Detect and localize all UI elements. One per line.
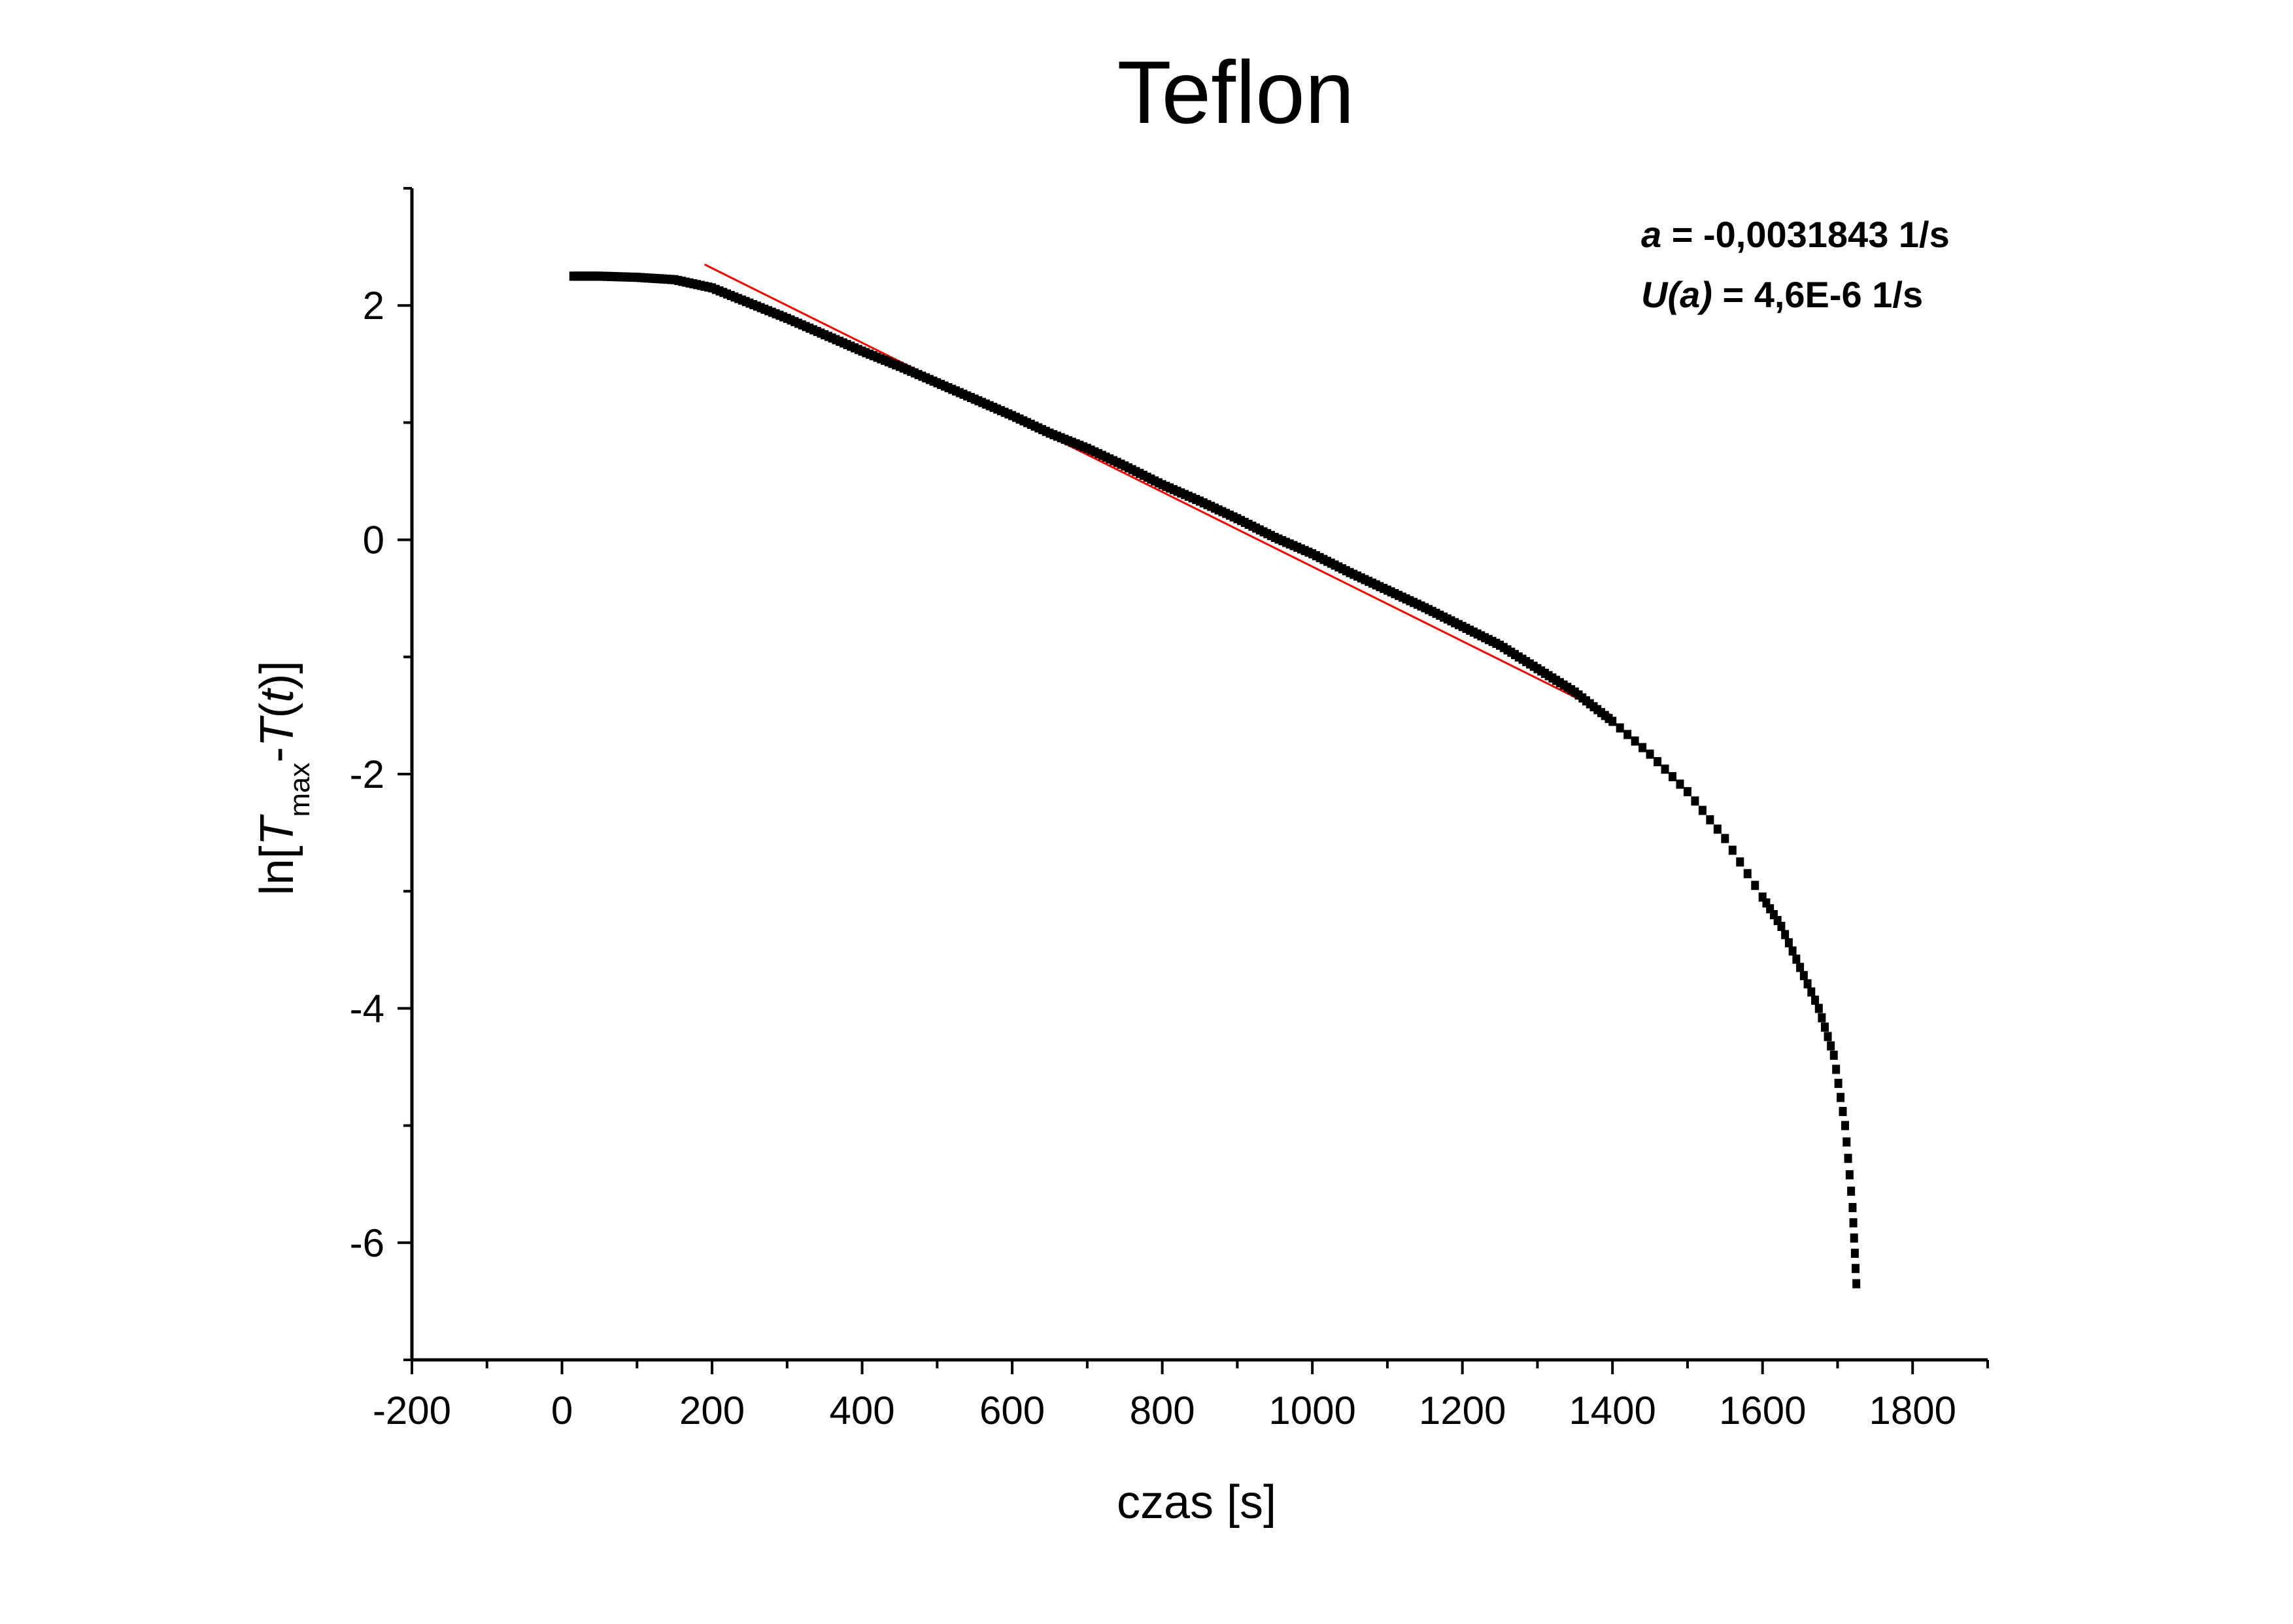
- data-point: [1792, 955, 1801, 964]
- data-point: [1848, 1203, 1857, 1213]
- data-point: [1844, 1153, 1852, 1163]
- data-points-group: [569, 271, 1861, 1289]
- annotation-uncertainty-value: = 4,6E-6 1/s: [1712, 274, 1923, 315]
- annotation-uncertainty: U(a) = 4,6E-6 1/s: [1641, 274, 1923, 315]
- data-point: [1646, 749, 1654, 759]
- data-point: [1852, 1264, 1860, 1274]
- data-point: [1850, 1248, 1859, 1258]
- data-point: [1777, 921, 1786, 931]
- data-point: [1781, 930, 1790, 939]
- data-point: [1654, 757, 1662, 767]
- data-point: [1807, 987, 1816, 997]
- data-point: [1849, 1218, 1858, 1228]
- x-tick-label: 600: [979, 1389, 1045, 1432]
- x-axis-label: czas [s]: [1117, 1476, 1276, 1529]
- data-point: [1834, 1079, 1843, 1089]
- data-point: [1811, 995, 1820, 1005]
- y-tick-label: -2: [350, 753, 384, 796]
- y-label-tvar: t: [251, 687, 303, 702]
- data-point: [1837, 1092, 1845, 1102]
- data-point: [1669, 771, 1676, 781]
- data-point: [1691, 796, 1699, 806]
- data-point: [1784, 938, 1793, 948]
- fit-line-group: [704, 263, 1613, 717]
- y-tick-label: 2: [363, 284, 384, 328]
- data-point: [1736, 857, 1744, 867]
- x-tick-label: 200: [679, 1389, 745, 1432]
- x-tick-label: 400: [830, 1389, 895, 1432]
- axes-group: -200 0 200 400 600 800 1000 1200 1400 1600 1800 -6 -…: [350, 187, 1989, 1432]
- annotation-slope-var: a: [1641, 214, 1661, 255]
- data-point: [1827, 1041, 1835, 1051]
- y-tick-label: 0: [363, 518, 384, 562]
- y-tick-label: -4: [350, 987, 384, 1030]
- y-label-t2: T: [251, 715, 303, 747]
- data-point: [1751, 881, 1759, 890]
- y-label-prefix: ln[: [251, 846, 303, 896]
- data-point: [1839, 1107, 1847, 1117]
- data-point: [1824, 1032, 1832, 1041]
- data-point: [1832, 1064, 1841, 1074]
- y-label-close: )]: [251, 660, 303, 689]
- data-point: [1608, 717, 1617, 726]
- data-point: [1616, 723, 1624, 733]
- annotation-uncertainty-var: U(a): [1641, 274, 1712, 315]
- x-tick-label: 1800: [1869, 1389, 1956, 1432]
- data-point: [1639, 743, 1647, 753]
- y-label-sub: max: [284, 762, 316, 817]
- x-tick-label: 1200: [1419, 1389, 1506, 1432]
- data-point: [1847, 1186, 1856, 1196]
- annotation-slope: a = -0,0031843 1/s: [1641, 214, 1950, 255]
- y-label-open-paren: (: [251, 702, 303, 718]
- data-point: [1796, 962, 1805, 972]
- data-point: [1799, 971, 1808, 981]
- data-point: [1743, 869, 1752, 879]
- data-point: [1845, 1170, 1854, 1179]
- data-point: [1788, 946, 1797, 956]
- data-point: [1803, 979, 1812, 989]
- data-point: [1728, 845, 1737, 855]
- data-point: [1706, 815, 1714, 824]
- x-tick-label: 0: [551, 1389, 573, 1432]
- fit-line: [704, 263, 1613, 717]
- data-point: [1850, 1233, 1858, 1243]
- data-point: [1843, 1137, 1851, 1147]
- data-point: [1683, 787, 1691, 796]
- data-point: [1631, 736, 1639, 746]
- annotation-slope-value: = -0,0031843 1/s: [1661, 214, 1950, 255]
- x-tick-label: 1600: [1719, 1389, 1806, 1432]
- data-point: [1713, 824, 1722, 834]
- data-point: [1818, 1013, 1826, 1023]
- x-tick-label: 1400: [1569, 1389, 1656, 1432]
- data-point: [1721, 834, 1729, 843]
- y-label-t: T: [251, 814, 303, 846]
- data-point: [1820, 1023, 1829, 1032]
- y-axis-label: ln[Tmax-T(t)]: [251, 660, 316, 895]
- data-point: [1852, 1279, 1861, 1289]
- x-tick-label: 1000: [1268, 1389, 1355, 1432]
- y-tick-label: -6: [350, 1221, 384, 1265]
- data-point: [1676, 779, 1684, 789]
- data-point: [1698, 805, 1707, 815]
- data-point: [1841, 1121, 1849, 1130]
- data-point: [1814, 1004, 1823, 1013]
- data-point: [1623, 730, 1632, 739]
- data-point: [1661, 764, 1669, 774]
- data-point: [1829, 1051, 1838, 1060]
- y-label-mid: -: [251, 747, 303, 762]
- x-tick-label: -200: [373, 1389, 451, 1432]
- chart-title: Teflon: [1117, 42, 1355, 142]
- x-tick-label: 800: [1130, 1389, 1195, 1432]
